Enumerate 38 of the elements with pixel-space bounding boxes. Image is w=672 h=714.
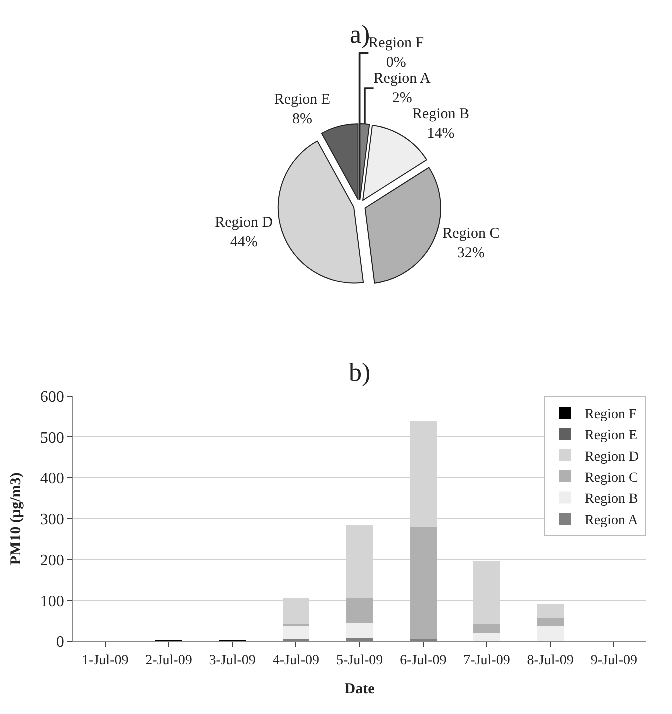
data-label: 8% [292, 112, 312, 128]
y-tick-label: 500 [40, 430, 64, 447]
data-label: 44% [230, 234, 258, 250]
data-label: 14% [427, 126, 455, 142]
legend-label: Region D [585, 450, 640, 465]
x-tick-label: 9-Jul-09 [590, 653, 638, 668]
legend-label: Region A [585, 513, 640, 528]
x-tick-label: 5-Jul-09 [336, 653, 384, 668]
x-tick-label: 4-Jul-09 [272, 653, 320, 668]
slice-label: Region E [274, 92, 331, 108]
data-label: 2% [392, 90, 412, 106]
chart-title: a) [350, 20, 370, 49]
data-label: 32% [457, 245, 485, 262]
text: 0% [386, 54, 406, 71]
y-tick-label: 200 [40, 552, 64, 570]
y-axis-title: PM10 (µg/m3) [8, 472, 25, 566]
legend-label: Region E [585, 428, 638, 444]
y-tick-label: 300 [40, 512, 64, 529]
y-tick-label: 100 [40, 593, 64, 610]
slice-label: Region D [215, 214, 274, 231]
y-tick-label: 400 [40, 470, 64, 488]
legend-label: Region C [585, 471, 638, 486]
y-tick-label: 0 [56, 634, 64, 652]
legend-label: Region F [585, 407, 637, 422]
x-tick-label: 8-Jul-09 [527, 653, 574, 668]
slice-label: Region B [412, 106, 470, 122]
slice-label: Region A [374, 70, 432, 87]
y-tick-label: 600 [40, 388, 64, 406]
x-tick-label: 7-Jul-09 [464, 653, 510, 668]
x-tick-label: 3-Jul-09 [209, 653, 256, 668]
x-axis-title: Date [344, 681, 376, 698]
x-tick-label: 1-Jul-09 [82, 653, 129, 668]
x-tick-label: 2-Jul-09 [146, 653, 192, 668]
legend-label: Region B [585, 492, 638, 508]
category-label: Region F [368, 35, 424, 52]
slice-label: Region C [442, 226, 500, 242]
x-tick-label: 6-Jul-09 [400, 653, 447, 668]
chart-title: b) [349, 358, 371, 387]
